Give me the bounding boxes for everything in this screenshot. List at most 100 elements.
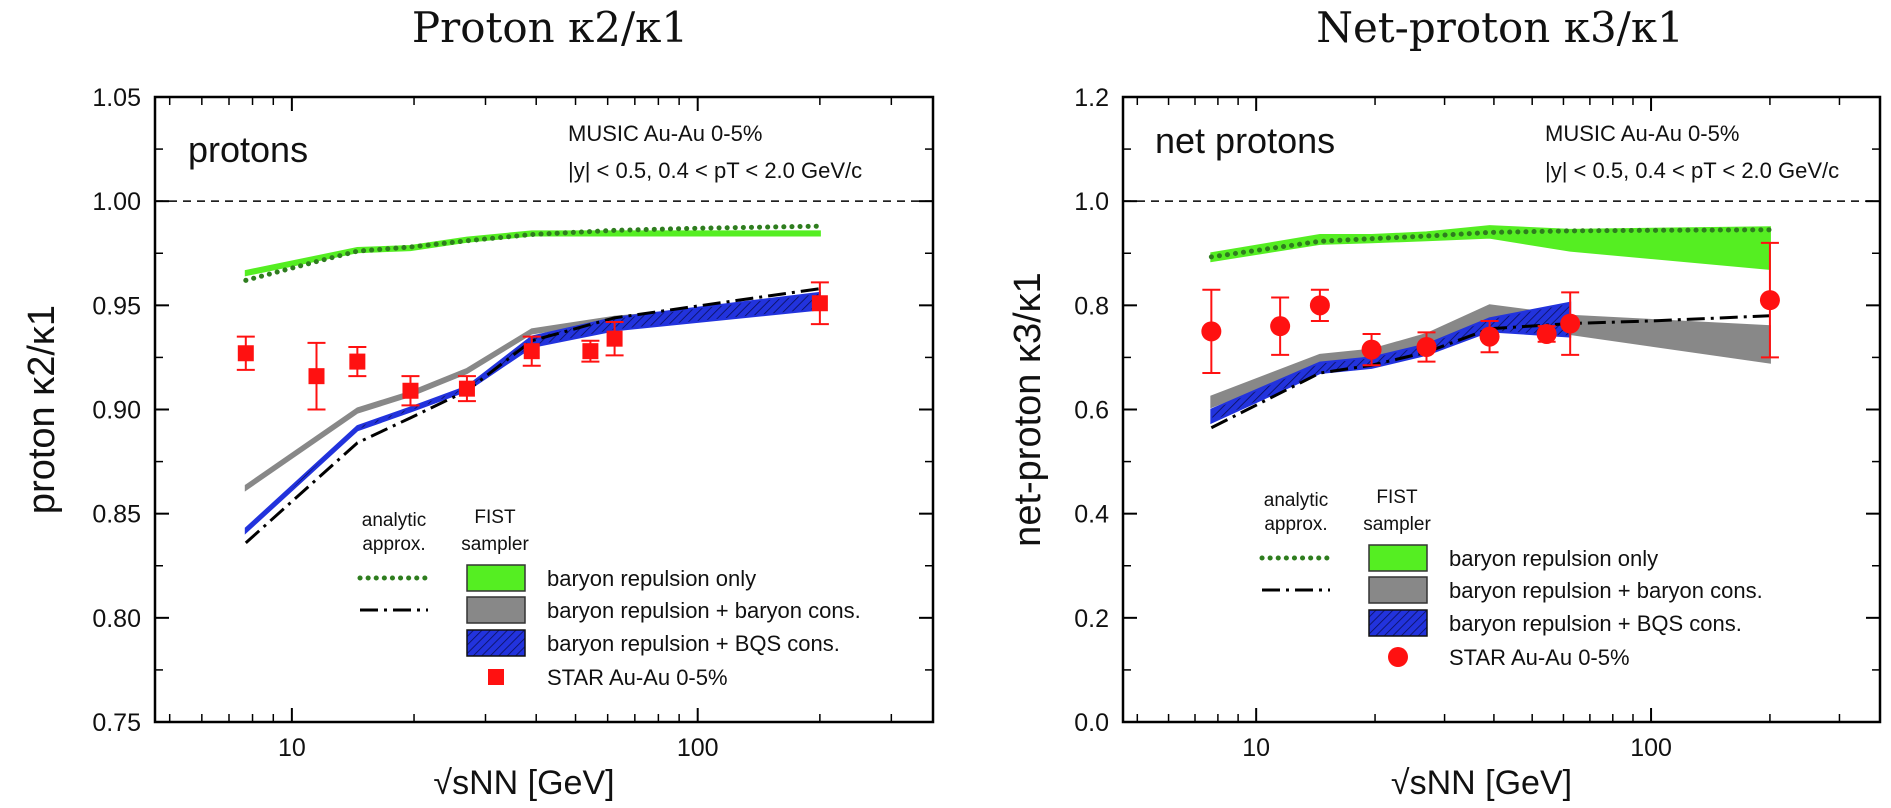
data-point (1270, 296, 1291, 356)
data-point (401, 375, 420, 407)
y-tick-label: 0.4 (1074, 501, 1109, 529)
legend-swatch-hatched (466, 629, 526, 657)
legend-swatch-hatched (1368, 609, 1428, 637)
marker-square (523, 343, 540, 360)
y-tick-label: 0.2 (1074, 605, 1109, 633)
band-baryon-repulsion-only (244, 230, 821, 277)
legend-label-baryon-repulsion-bqs-cons: baryon repulsion + BQS cons. (1449, 611, 1742, 636)
marker-circle (1560, 313, 1581, 334)
data-point (1560, 291, 1581, 356)
legend-header-analytic-2: approx. (362, 534, 425, 555)
x-tick-label: 10 (1242, 734, 1270, 762)
y-axis-label: net-proton κ3/κ1 (1007, 272, 1049, 547)
data-layer (236, 223, 829, 544)
info-line-1: MUSIC Au-Au 0-5% (1545, 121, 1739, 146)
y-tick-label: 0.0 (1074, 709, 1109, 737)
legend-label-baryon-repulsion-baryon-cons: baryon repulsion + baryon cons. (1449, 578, 1763, 603)
chart-title: Net-proton κ3/κ1 (1316, 3, 1684, 52)
marker-circle (1536, 323, 1557, 344)
legend-header-fist-2: sampler (461, 534, 529, 555)
data-layer (1201, 225, 1780, 430)
y-tick-label: 0.95 (92, 292, 141, 320)
y-tick-label: 0.8 (1074, 292, 1109, 320)
data-point (1309, 288, 1330, 322)
marker-square (349, 353, 366, 370)
legend-label-star-au-au-0-5: STAR Au-Au 0-5% (547, 665, 728, 690)
data-point (236, 335, 255, 371)
band-baryon-repulsion-bqs-cons (1210, 301, 1572, 425)
marker-circle (1201, 321, 1222, 342)
band-baryon-repulsion-only (1210, 225, 1771, 270)
y-tick-label: 0.80 (92, 605, 141, 633)
chart-panel-2: Net-proton κ3/κ1 net-proton κ3/κ1 √sNN [Ge… (1007, 3, 1882, 802)
dashdot-line-baryon-repulsion-baryon-cons (244, 287, 821, 544)
legend-swatch-square (488, 669, 504, 685)
dashdot-line-baryon-repulsion-baryon-cons (1210, 314, 1770, 430)
data-point (1416, 331, 1437, 363)
legend: analytic approx. FIST sampler baryon repulsi… (357, 507, 861, 690)
y-tick-label: 0.6 (1074, 397, 1109, 425)
data-point (1536, 323, 1557, 344)
chart-panel-1: Proton κ2/κ1 proton κ2/κ1 √sNN [GeV] 0.75 0.… (21, 3, 935, 802)
y-tick-label: 1.00 (92, 188, 141, 216)
legend-label-star-au-au-0-5: STAR Au-Au 0-5% (1449, 645, 1630, 670)
marker-square (582, 343, 599, 360)
corner-label: protons (188, 129, 308, 170)
data-point (1201, 288, 1222, 375)
data-point (810, 281, 829, 326)
chart-title: Proton κ2/κ1 (412, 3, 688, 52)
plot-frame (1121, 95, 1882, 724)
legend-swatch-gray (1368, 576, 1428, 604)
y-tick-label: 1.2 (1074, 84, 1109, 112)
x-axis-label: √sNN [GeV] (1391, 764, 1572, 802)
y-axis-label: proton κ2/κ1 (21, 305, 63, 514)
legend-swatch-gray (466, 596, 526, 624)
legend-label-baryon-repulsion-only: baryon repulsion only (547, 566, 756, 591)
dotted-line-baryon-repulsion-only (243, 223, 823, 283)
marker-circle (1759, 290, 1780, 311)
marker-square (402, 382, 419, 399)
x-axis-label: √sNN [GeV] (433, 764, 614, 802)
band-baryon-repulsion-baryon-cons (244, 296, 821, 492)
plot-frame (153, 95, 935, 724)
info-line-2: |y| < 0.5, 0.4 < pT < 2.0 GeV/c (1545, 158, 1839, 183)
info-line-2: |y| < 0.5, 0.4 < pT < 2.0 GeV/c (568, 158, 862, 183)
legend-header-fist-2: sampler (1363, 514, 1431, 535)
data-point (307, 341, 326, 411)
data-point (348, 346, 367, 378)
data-point (581, 339, 600, 363)
y-tick-label: 0.85 (92, 501, 141, 529)
marker-circle (1416, 337, 1437, 357)
info-line-1: MUSIC Au-Au 0-5% (568, 121, 762, 146)
legend-swatch-green (466, 564, 526, 592)
marker-circle (1309, 295, 1330, 316)
legend-label-baryon-repulsion-baryon-cons: baryon repulsion + baryon cons. (547, 598, 861, 623)
x-tick-label: 10 (278, 734, 306, 762)
corner-label: net protons (1155, 120, 1335, 161)
y-tick-label: 0.90 (92, 397, 141, 425)
marker-square (308, 368, 325, 385)
marker-square (811, 295, 828, 312)
y-tick-label: 1.05 (92, 84, 141, 112)
legend-swatch-green (1368, 544, 1428, 572)
legend-header-analytic-2: approx. (1264, 514, 1327, 535)
data-point (457, 375, 476, 403)
marker-circle (1479, 326, 1500, 347)
legend-header-analytic: analytic (362, 510, 426, 531)
legend: analytic approx. FIST sampler baryon repulsi… (1259, 487, 1763, 670)
data-point (1361, 332, 1382, 367)
data-point (1759, 241, 1780, 359)
dotted-line-baryon-repulsion-only (1208, 227, 1773, 260)
x-tick-label: 100 (677, 734, 719, 762)
marker-circle (1361, 339, 1382, 360)
legend-swatch-circle (1388, 647, 1408, 667)
y-tick-label: 1.0 (1074, 188, 1109, 216)
x-tick-label: 100 (1630, 734, 1672, 762)
data-point (1479, 319, 1500, 354)
marker-circle (1270, 316, 1291, 337)
legend-label-baryon-repulsion-only: baryon repulsion only (1449, 546, 1658, 571)
data-point (605, 321, 624, 357)
marker-square (237, 345, 254, 362)
data-point (522, 335, 541, 367)
